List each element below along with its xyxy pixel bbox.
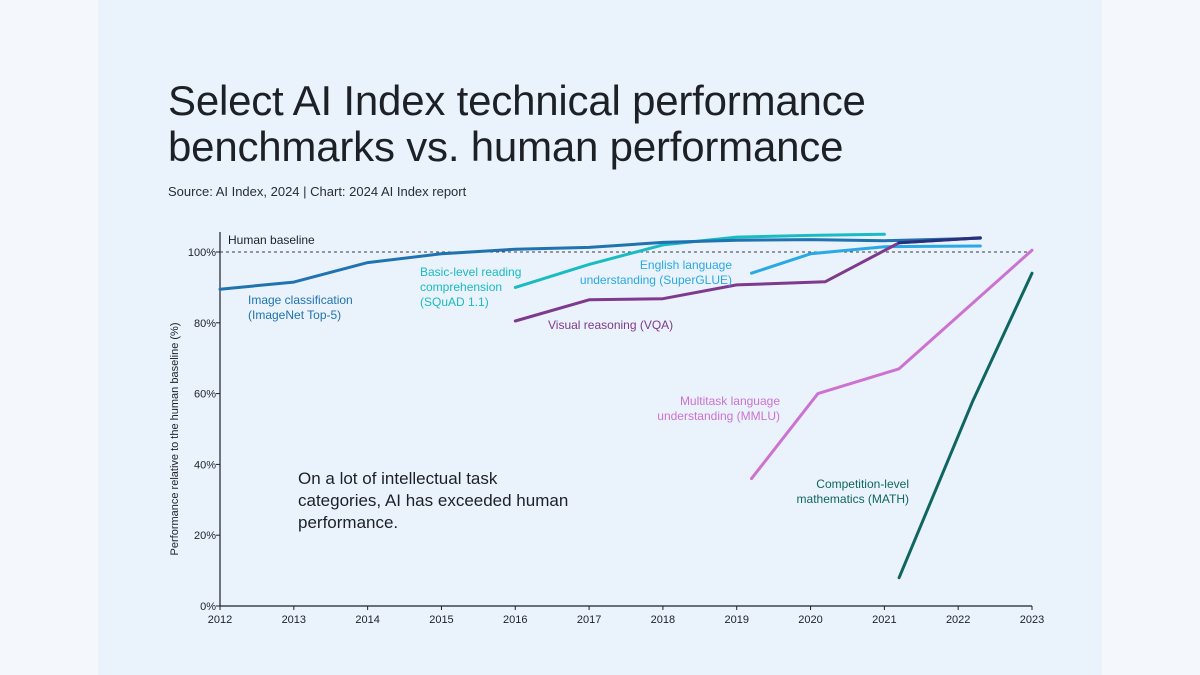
y-tick-label: 60% [194, 389, 216, 401]
series-label-squad: (SQuAD 1.1) [420, 295, 489, 309]
series-label-squad: Basic-level reading [420, 265, 521, 279]
y-axis-label: Performance relative to the human baseli… [169, 323, 181, 556]
x-tick-label: 2023 [1020, 614, 1044, 626]
human-baseline-label: Human baseline [228, 233, 315, 247]
series-line-mmlu [750, 248, 1034, 481]
y-tick-label: 100% [188, 247, 216, 259]
title-line-2: benchmarks vs. human performance [168, 123, 844, 170]
x-tick-label: 2018 [651, 614, 675, 626]
title-line-1: Select AI Index technical performance [168, 77, 866, 124]
x-tick-label: 2013 [282, 614, 306, 626]
series-label-mmlu: Multitask language [680, 394, 780, 408]
x-tick-label: 2019 [724, 614, 748, 626]
annotation-text: On a lot of intellectual task categories… [298, 469, 569, 532]
series-label-imagenet: (ImageNet Top-5) [248, 308, 341, 322]
x-tick-label: 2014 [355, 614, 379, 626]
series-line-superglue [750, 244, 982, 275]
series-label-squad: comprehension [420, 280, 502, 294]
y-tick-label: 40% [194, 459, 216, 471]
x-tick-label: 2022 [946, 614, 970, 626]
chart-title: Select AI Index technical performance be… [168, 78, 1068, 170]
x-tick-label: 2012 [208, 614, 232, 626]
x-tick-label: 2017 [577, 614, 601, 626]
series-label-imagenet: Image classification [248, 293, 353, 307]
series-line-imagenet [218, 236, 982, 291]
x-tick-label: 2020 [798, 614, 822, 626]
y-tick-label: 20% [194, 530, 216, 542]
source-note: Source: AI Index, 2024 | Chart: 2024 AI … [168, 184, 467, 199]
series-label-vqa: Visual reasoning (VQA) [548, 318, 673, 332]
x-tick-label: 2015 [429, 614, 453, 626]
series-end-segment [897, 236, 982, 245]
x-tick-label: 2016 [503, 614, 527, 626]
series-line-math [897, 271, 1034, 580]
series-label-mmlu: understanding (MMLU) [657, 409, 780, 423]
series-label-superglue: understanding (SuperGLUE) [580, 273, 732, 287]
y-tick-label: 80% [194, 318, 216, 330]
x-tick-label: 2021 [872, 614, 896, 626]
y-tick-label: 0% [200, 601, 216, 613]
series-label-math: mathematics (MATH) [797, 492, 909, 506]
series-label-math: Competition-level [816, 477, 909, 491]
series-label-superglue: English language [640, 258, 732, 272]
